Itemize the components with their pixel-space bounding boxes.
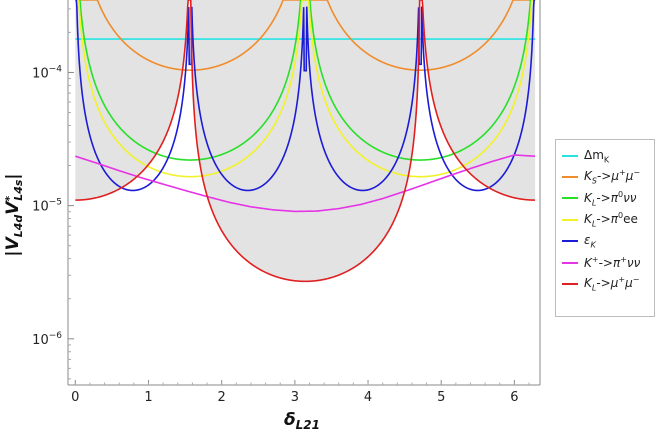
x-tick-label: 5 — [437, 390, 445, 405]
y-tick-label: 10−5 — [32, 198, 62, 215]
x-tick-label: 4 — [364, 390, 372, 405]
legend-label: KS->μ+μ− — [584, 168, 641, 186]
legend-label: KL->π0ee — [584, 211, 638, 229]
y-axis-label-part-6: | — [3, 173, 23, 179]
legend-swatch — [562, 197, 578, 200]
legend-swatch — [562, 176, 578, 179]
legend-swatch — [562, 283, 578, 286]
y-axis-label: |VL4dV*L4s| — [3, 173, 25, 256]
series-line-kp — [75, 154, 536, 213]
series-line-kl_pinn — [75, 0, 536, 161]
x-tick-label: 0 — [71, 390, 79, 405]
y-tick-label: 10−6 — [32, 331, 62, 348]
x-axis-label-symbol: δ — [284, 410, 296, 430]
legend-swatch — [562, 154, 578, 157]
axes — [67, 0, 541, 386]
x-axis-label-subscript: L21 — [296, 418, 320, 432]
legend-item-dmk: ΔmK — [562, 145, 654, 166]
y-axis-label-part-4: * — [3, 196, 16, 202]
shaded-region — [75, 0, 536, 282]
legend-item-ks: KS->μ+μ− — [562, 166, 654, 187]
legend-item-klmumu: KL->μ+μ− — [562, 273, 654, 294]
y-tick-label: 10−4 — [32, 64, 62, 81]
tick-labels: 0 1 2 3 4 5 6 10−6 10−5 10−4 — [32, 8, 530, 405]
legend-swatch — [562, 218, 578, 221]
legend-item-kl_pinn: KL->π0νν — [562, 188, 654, 209]
x-tick-label: 2 — [218, 390, 226, 405]
x-tick-label: 1 — [144, 390, 152, 405]
y-axis-label-part-1: |V — [3, 235, 23, 256]
x-tick-label: 6 — [510, 390, 518, 405]
series-line-epsk — [75, 0, 536, 192]
legend-item-kl_piee: KL->π0ee — [562, 209, 654, 230]
legend-item-kp: K+->π+νν — [562, 252, 654, 273]
x-axis-label: δL21 — [284, 410, 320, 432]
series-layer — [75, 0, 536, 283]
legend-label: K+->π+νν — [584, 255, 641, 271]
series-line-klmumu — [75, 0, 536, 283]
legend-swatch — [562, 240, 578, 243]
x-tick-label: 3 — [291, 390, 299, 405]
legend: ΔmK KS->μ+μ− KL->π0νν KL->π0ee εK K+->π+νν KL-… — [555, 139, 655, 317]
series-line-kl_piee — [75, 0, 536, 178]
legend-label: KL->μ+μ− — [584, 275, 640, 293]
y-axis-label-part-3: V — [3, 200, 23, 215]
shaded-area — [75, 0, 536, 282]
y-axis-label-part-5: L4s — [12, 179, 25, 201]
y-axis-label-part-2: L4d — [12, 215, 25, 238]
legend-label: KL->π0νν — [584, 189, 637, 208]
legend-swatch — [562, 261, 578, 264]
legend-label: ΔmK — [584, 147, 610, 164]
series-line-ks — [75, 0, 536, 71]
legend-label: εK — [584, 233, 596, 250]
legend-item-epsk: εK — [562, 231, 654, 252]
